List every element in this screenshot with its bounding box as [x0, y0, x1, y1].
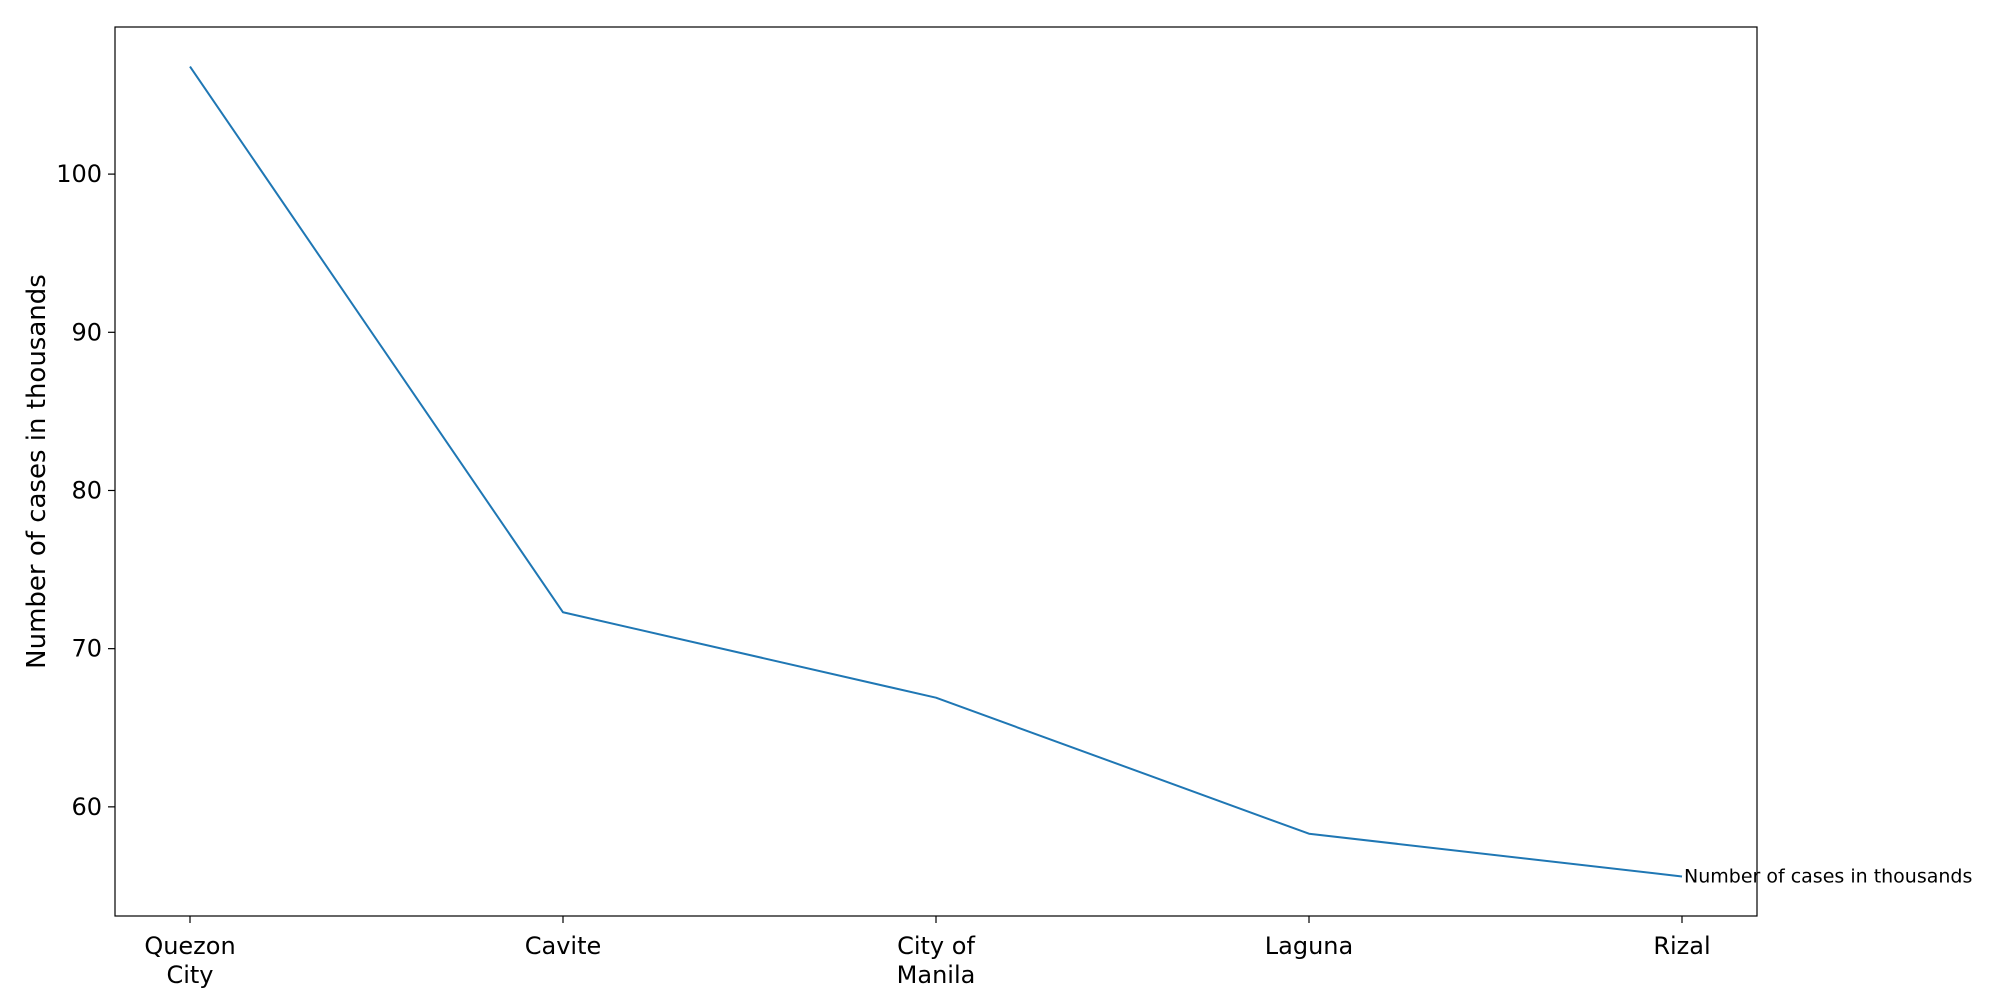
y-axis-label: Number of cases in thousands [22, 274, 52, 669]
plot-area: 60 70 80 90 100 Quezon City Cavite City of Manila… [22, 26, 1972, 989]
x-tick-label: City of Manila [897, 932, 976, 989]
x-tick-label: Cavite [525, 932, 602, 960]
y-tick-label: 90 [71, 318, 102, 346]
x-tick-label-line: Rizal [1653, 932, 1710, 960]
x-tick-label-line: Manila [897, 961, 976, 989]
plot-frame [114, 26, 1758, 917]
x-tick-label-line: Cavite [525, 932, 602, 960]
data-point [189, 66, 191, 68]
series-line [189, 65, 1683, 878]
y-tick-label: 100 [56, 160, 102, 188]
x-tick-label: Rizal [1653, 932, 1710, 960]
x-tick-label-line: City of [897, 932, 975, 960]
y-tick-label: 80 [71, 476, 102, 504]
data-point [1681, 875, 1683, 877]
x-tick-label-line: Quezon [144, 932, 235, 960]
data-point [562, 611, 564, 613]
data-point [1308, 833, 1310, 835]
series-end-label: Number of cases in thousands [1684, 865, 1972, 887]
x-tick-label-line: Laguna [1265, 932, 1353, 960]
y-tick-label: 70 [71, 635, 102, 663]
x-tick-label: Quezon City [144, 932, 235, 989]
x-tick-label-line: City [166, 961, 213, 989]
x-tick-label: Laguna [1265, 932, 1353, 960]
data-point [935, 697, 937, 699]
y-tick-label: 60 [71, 793, 102, 821]
